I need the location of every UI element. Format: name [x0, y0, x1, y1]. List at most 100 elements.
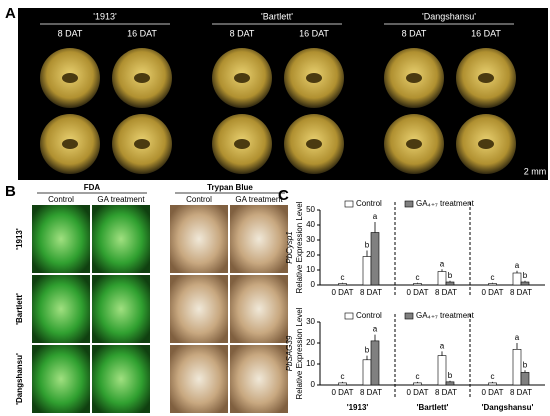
x-tick-label: 8 DAT [510, 288, 532, 297]
locule [406, 73, 422, 83]
x-tick-label: 8 DAT [510, 388, 532, 397]
x-tick-label: 0 DAT [406, 288, 428, 297]
micrograph [230, 275, 288, 343]
group-label: '1913' [347, 403, 369, 412]
x-tick-label: 8 DAT [435, 288, 457, 297]
x-tick-label: 0 DAT [481, 388, 503, 397]
bar [520, 372, 530, 386]
bar [370, 340, 380, 386]
locule [306, 73, 322, 83]
treatment-label: GA treatment [97, 195, 145, 204]
row-label: '1913' [15, 228, 24, 250]
legend-label: Control [356, 311, 382, 320]
y-tick-label: 30 [306, 317, 315, 326]
micrograph [170, 345, 228, 413]
y-tick-label: 50 [306, 205, 315, 214]
micrograph [32, 345, 90, 413]
bar [370, 232, 380, 286]
x-tick-label: 8 DAT [360, 388, 382, 397]
stage-label: 8 DAT [402, 28, 427, 38]
significance-letter: a [373, 325, 378, 334]
treatment-label: Control [186, 195, 212, 204]
locule [478, 139, 494, 149]
row-label: 'Dangshansu' [15, 353, 24, 405]
stain-label: Trypan Blue [207, 183, 253, 192]
micrograph [32, 275, 90, 343]
significance-letter: c [341, 372, 345, 381]
bar [445, 281, 455, 286]
bar [488, 283, 497, 286]
locule [406, 139, 422, 149]
significance-letter: a [515, 261, 520, 270]
stage-label: 16 DAT [127, 28, 157, 38]
locule [234, 73, 250, 83]
y-tick-label: 0 [311, 280, 316, 289]
cultivar-label: 'Bartlett' [261, 11, 293, 21]
cultivar-label: 'Dangshansu' [422, 11, 476, 21]
x-tick-label: 0 DAT [331, 288, 353, 297]
panel-label: B [5, 183, 16, 200]
micrograph [32, 205, 90, 273]
stain-label: FDA [84, 183, 101, 192]
locule [234, 139, 250, 149]
legend-swatch [404, 312, 414, 320]
y-tick-label: 20 [306, 250, 315, 259]
significance-letter: c [416, 372, 420, 381]
y-tick-label: 30 [306, 235, 315, 244]
x-tick-label: 8 DAT [435, 388, 457, 397]
bar [512, 348, 522, 386]
bar [437, 355, 447, 386]
y-axis-gene: PbSAG39 [285, 335, 294, 371]
treatment-label: GA treatment [235, 195, 283, 204]
x-tick-label: 0 DAT [481, 288, 503, 297]
significance-letter: b [523, 271, 528, 280]
significance-letter: b [448, 371, 453, 380]
y-tick-label: 10 [306, 359, 315, 368]
bar [445, 381, 455, 386]
stage-label: 8 DAT [230, 28, 255, 38]
bar [520, 281, 530, 286]
y-tick-label: 0 [311, 380, 316, 389]
significance-letter: b [448, 271, 453, 280]
significance-letter: c [341, 273, 345, 282]
locule [62, 139, 78, 149]
locule [478, 73, 494, 83]
significance-letter: a [515, 333, 520, 342]
bar [362, 256, 372, 286]
treatment-label: Control [48, 195, 74, 204]
legend-label: Control [356, 199, 382, 208]
bar [338, 382, 347, 386]
row-label: 'Bartlett' [15, 293, 24, 325]
locule [134, 139, 150, 149]
bar [362, 359, 372, 386]
y-tick-label: 40 [306, 220, 315, 229]
scale-label: 2 mm [524, 166, 547, 176]
bar [488, 382, 497, 386]
bar [413, 283, 422, 286]
legend-swatch [404, 200, 414, 208]
locule [306, 139, 322, 149]
significance-letter: a [440, 342, 445, 351]
micrograph [230, 205, 288, 273]
micrograph [170, 275, 228, 343]
legend-label: GA₄₊₇ treatment [416, 311, 475, 320]
micrograph [92, 345, 150, 413]
legend-label: GA₄₊₇ treatment [416, 199, 475, 208]
x-tick-label: 0 DAT [331, 388, 353, 397]
legend-swatch [344, 200, 354, 208]
locule [62, 73, 78, 83]
micrograph [230, 345, 288, 413]
significance-letter: b [365, 346, 370, 355]
significance-letter: b [365, 241, 370, 250]
significance-letter: c [416, 273, 420, 282]
panel-label: A [5, 5, 16, 22]
group-label: 'Bartlett' [417, 403, 449, 412]
y-axis-label: Relative Expression Level [295, 201, 304, 293]
micrograph [92, 275, 150, 343]
micrograph [92, 205, 150, 273]
group-label: 'Dangshansu' [482, 403, 534, 412]
bar [512, 272, 522, 286]
micrograph [170, 205, 228, 273]
significance-letter: a [440, 259, 445, 268]
